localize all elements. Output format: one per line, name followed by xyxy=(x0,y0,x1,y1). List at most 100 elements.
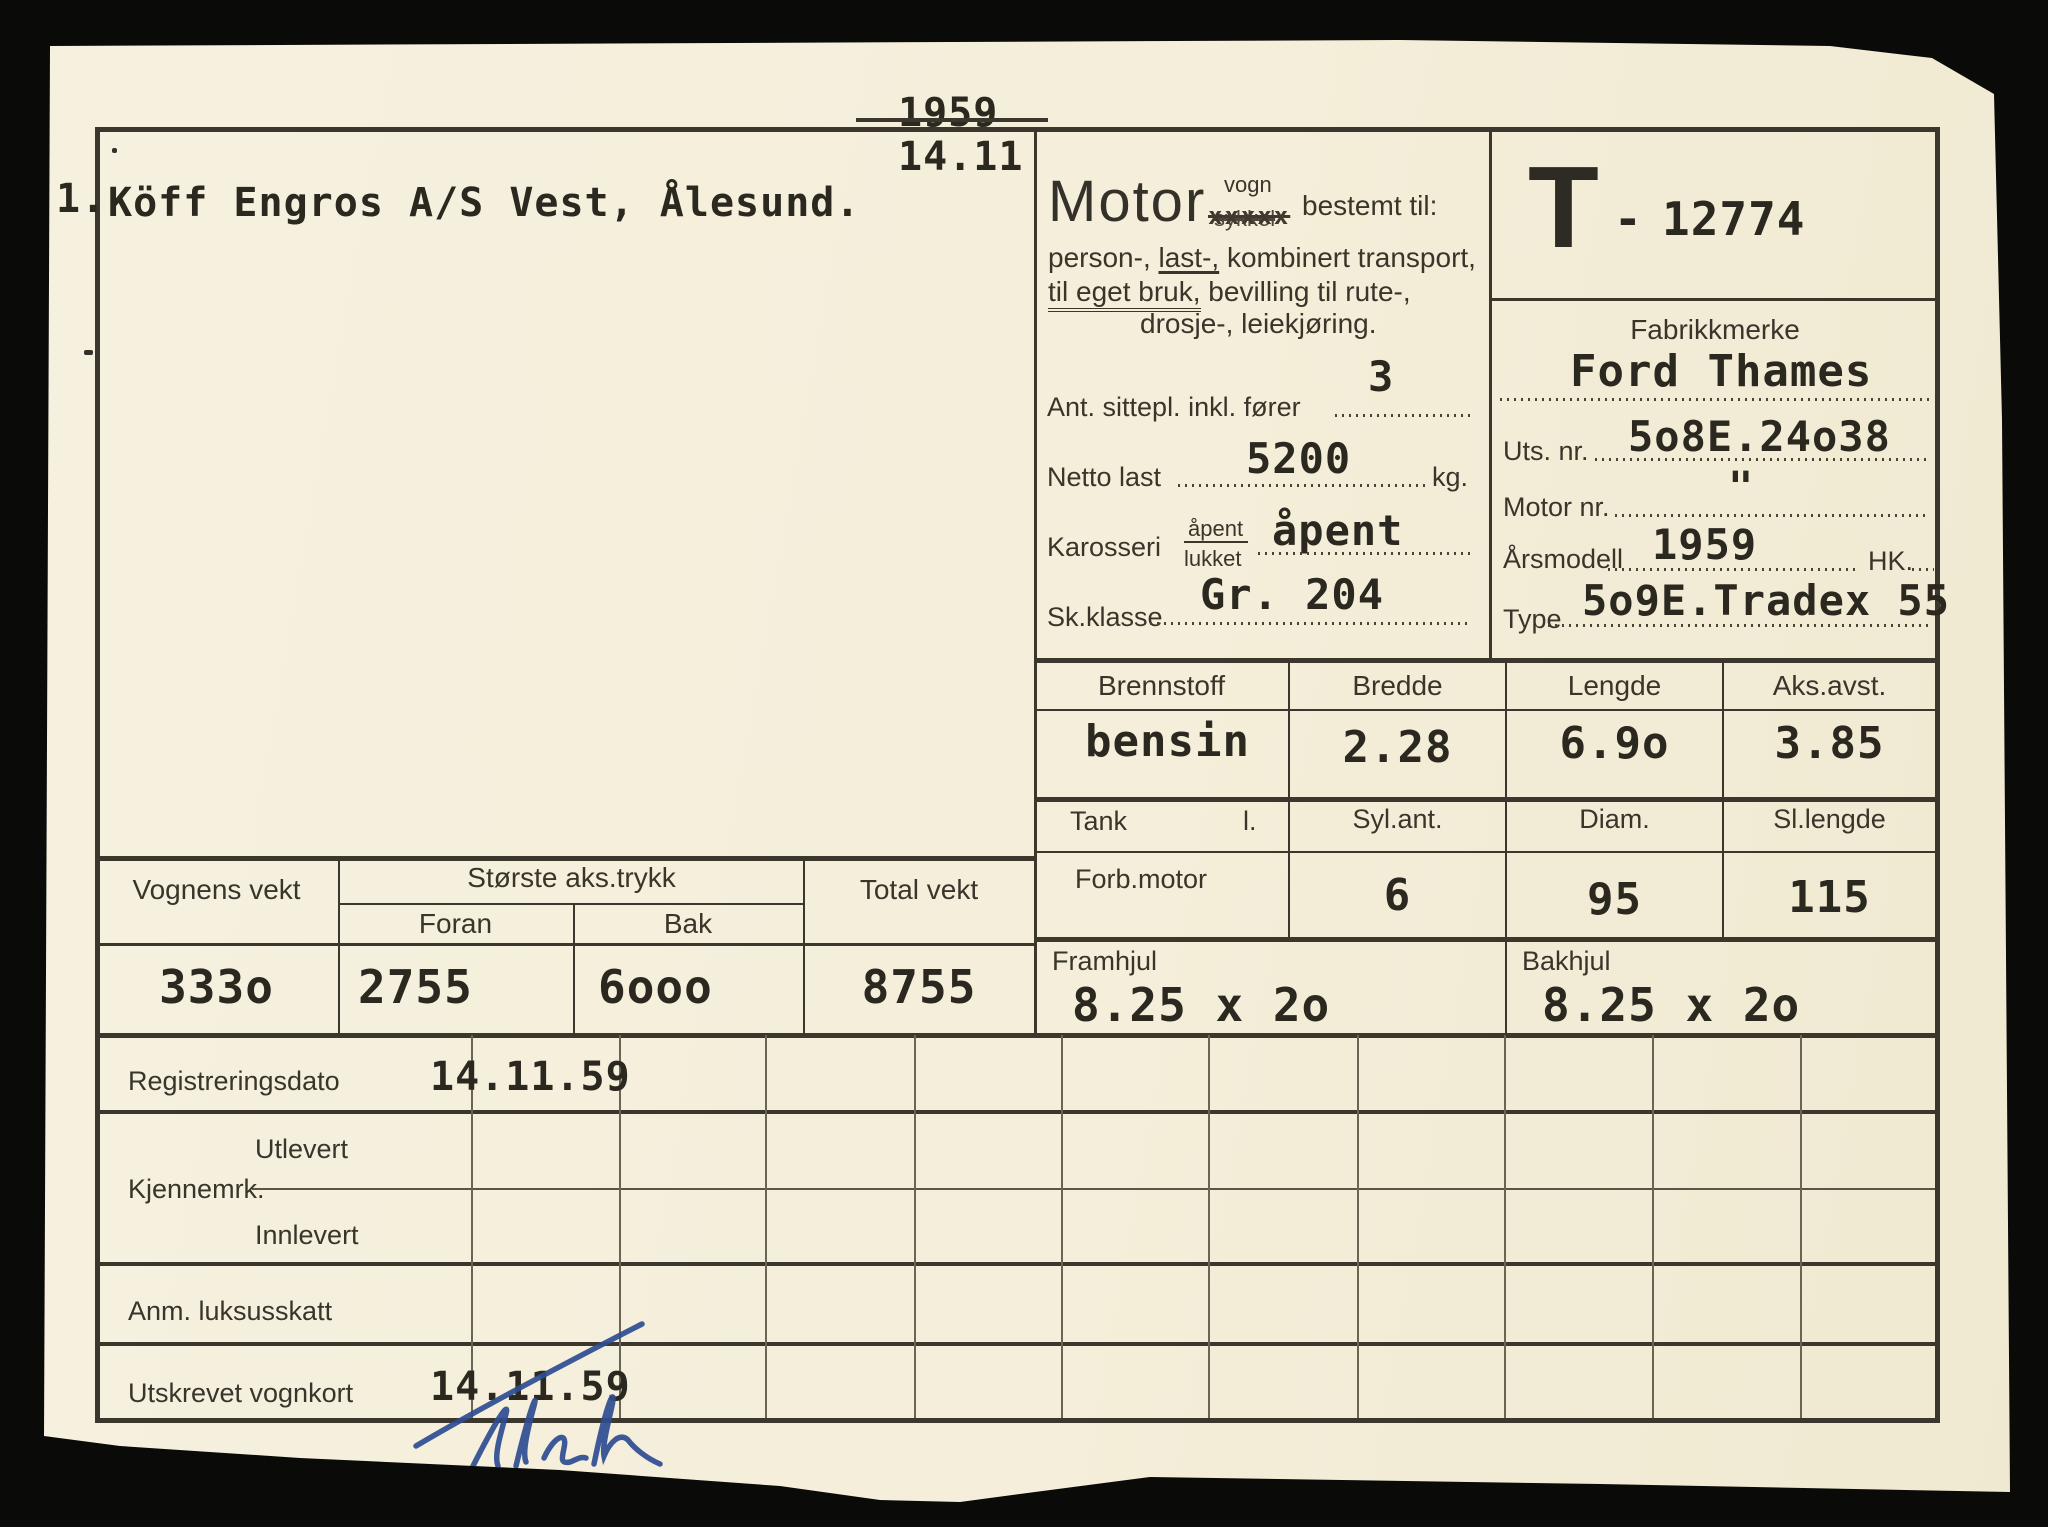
spec-row2-underline xyxy=(1035,937,1935,942)
divider-spec-plate xyxy=(1489,128,1492,660)
spec-header-aksavst-text: Aks.avst. xyxy=(1772,670,1887,701)
scan-speck xyxy=(24,560,35,565)
skklasse-dotted-line xyxy=(1150,622,1470,625)
spec-header-aksavst: Aks.avst. xyxy=(1724,670,1935,702)
spec-table-top xyxy=(1035,658,1935,663)
type-value: 5o9E.Tradex 55 xyxy=(1582,576,1951,625)
weights-foran-value: 2755 xyxy=(358,960,473,1014)
spec-value-bredde-text: 2.28 xyxy=(1342,722,1453,773)
spec-header-lengde: Lengde xyxy=(1507,670,1722,702)
purpose-2b: bevilling til rute-, xyxy=(1200,276,1411,307)
spec-value-bredde: 2.28 xyxy=(1290,722,1505,773)
spec-header-sllengde: Sl.lengde xyxy=(1724,804,1935,835)
spec-value-aksavst: 3.85 xyxy=(1724,718,1935,769)
scan-speck xyxy=(84,350,93,355)
motor-word: Motor xyxy=(1048,169,1207,234)
date-note: 14.11 xyxy=(898,134,1024,180)
weights-foran-header: Foran xyxy=(338,908,573,940)
anm-luksusskatt-label: Anm. luksusskatt xyxy=(128,1296,333,1326)
forbmotor-syl-value: 6 xyxy=(1290,870,1505,921)
register-grid-line xyxy=(1208,1035,1210,1418)
weights-col-divider-3 xyxy=(803,858,805,1033)
weights-vekt-value: 333o xyxy=(95,960,338,1014)
weights-total-text: Total vekt xyxy=(859,874,979,905)
weights-header-underline xyxy=(95,943,1034,946)
kjennemrk-label: Kjennemrk. xyxy=(128,1174,265,1204)
register-grid-line xyxy=(1652,1035,1654,1418)
bakhjul-label: Bakhjul xyxy=(1522,946,1611,976)
purpose-line-1: person-, last-, kombinert transport, xyxy=(1048,242,1476,274)
uts-value: 5o8E.24o38 xyxy=(1628,412,1891,461)
spec-header1-underline xyxy=(1035,709,1935,711)
framhjul-label: Framhjul xyxy=(1052,946,1158,976)
spec-row1-underline xyxy=(1035,797,1935,802)
scan-speck xyxy=(24,264,36,270)
spec-header-brennstoff: Brennstoff xyxy=(1035,670,1288,702)
spec-header-diam-text: Diam. xyxy=(1579,804,1650,834)
divider-owner-spec xyxy=(1034,128,1037,1035)
spec-col-divider-1 xyxy=(1288,660,1290,937)
hk-dotted-line xyxy=(1912,568,1934,571)
weights-vekt-text: 333o xyxy=(159,960,274,1014)
spec-header-diam: Diam. xyxy=(1507,804,1722,835)
card-border-left xyxy=(95,127,100,1423)
kjennemrk-bottom-line xyxy=(95,1262,1940,1266)
scan-speck xyxy=(112,148,117,153)
uts-dotted-line xyxy=(1595,458,1930,461)
weights-foran-text: Foran xyxy=(418,908,493,939)
motor-nr-label: Motor nr. xyxy=(1503,492,1610,522)
weights-bak-value: 6ooo xyxy=(598,960,713,1014)
weights-total-value: 8755 xyxy=(803,960,1035,1014)
type-dotted-line xyxy=(1548,624,1932,627)
arsmodell-dotted-line xyxy=(1608,568,1858,571)
uts-label: Uts. nr. xyxy=(1503,436,1589,466)
motor-sykkel-overstrike: xxxxx xyxy=(1208,202,1291,230)
year-note-struck: 1959 xyxy=(898,90,999,136)
spec-header-sylant: Syl.ant. xyxy=(1290,804,1505,835)
plate-separator: - xyxy=(1614,192,1643,246)
weights-col-divider-1 xyxy=(338,858,340,1033)
motor-nr-dotted-line xyxy=(1615,514,1930,517)
skklasse-value: Gr. 204 xyxy=(1200,570,1385,619)
anm-bottom-line xyxy=(95,1342,1940,1346)
motor-sykkel-struck: sykkel xyxy=(1214,206,1276,231)
card-border-bottom xyxy=(95,1418,1940,1423)
forbmotor-diam-value: 95 xyxy=(1507,874,1722,925)
weights-total-header: Total vekt xyxy=(803,874,1035,906)
purpose-line-3: drosje-, leiekjøring. xyxy=(1140,308,1377,339)
purpose-1c: kombinert transport, xyxy=(1219,242,1476,273)
bakhjul-value: 8.25 x 2o xyxy=(1542,978,1801,1032)
motor-nr-ditto-mark: " xyxy=(1728,462,1755,511)
spec-value-lengde: 6.9o xyxy=(1507,718,1722,769)
netto-value: 5200 xyxy=(1246,434,1352,483)
owner-name: Köff Engros A/S Vest, Ålesund. xyxy=(108,180,861,226)
weights-col1-text: Vognens vekt xyxy=(132,874,301,905)
arsmodell-value: 1959 xyxy=(1652,520,1758,569)
weights-col-divider-2 xyxy=(573,903,575,1033)
framhjul-value: 8.25 x 2o xyxy=(1072,978,1331,1032)
scan-speck xyxy=(30,370,38,376)
forbmotor-label: Forb.motor xyxy=(1075,864,1208,894)
karosseri-option-apent: åpent xyxy=(1188,516,1244,541)
motor-suffix: bestemt til: xyxy=(1302,190,1438,221)
register-grid-line xyxy=(765,1035,767,1418)
type-label: Type xyxy=(1503,604,1562,634)
brand-dotted-line xyxy=(1500,398,1930,401)
spec-header-bredde: Bredde xyxy=(1290,670,1505,702)
forbmotor-sl-text: 115 xyxy=(1788,872,1871,923)
year-note-strike-line xyxy=(856,118,1048,122)
spec-col-divider-3 xyxy=(1722,660,1724,937)
utskrevet-vognkort-value: 14.11.59 xyxy=(430,1364,631,1410)
spec-header-liter: l. xyxy=(1243,806,1257,836)
spec-col-divider-2 xyxy=(1505,660,1507,1033)
karosseri-value: åpent xyxy=(1272,506,1404,555)
weights-table-top xyxy=(95,856,1034,861)
brand-value: Ford Thames xyxy=(1570,346,1873,397)
karosseri-dotted-line xyxy=(1258,552,1470,555)
sittepl-label: Ant. sittepl. inkl. fører xyxy=(1047,392,1301,422)
spec-value-aksavst-text: 3.85 xyxy=(1774,718,1885,769)
line-under-plate xyxy=(1490,298,1935,301)
weights-bak-text: Bak xyxy=(663,908,713,939)
